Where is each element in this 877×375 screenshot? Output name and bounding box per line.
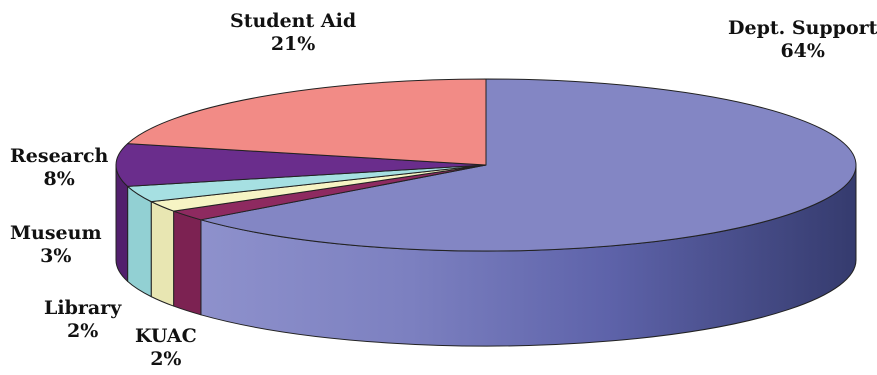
slice-label-dept-support: Dept. Support 64% bbox=[728, 17, 877, 63]
slice-name: Research bbox=[10, 145, 109, 167]
slice-name: KUAC bbox=[135, 325, 197, 347]
pie-side-kuac bbox=[173, 210, 202, 316]
pie-side-library bbox=[150, 201, 175, 307]
slice-label-museum: Museum 3% bbox=[10, 222, 102, 268]
slice-percent: 8% bbox=[43, 168, 75, 190]
slice-label-library: Library 2% bbox=[44, 297, 121, 343]
slice-percent: 3% bbox=[40, 245, 72, 267]
slice-percent: 2% bbox=[150, 348, 182, 370]
slice-name: Museum bbox=[10, 222, 102, 244]
slice-name: Dept. Support bbox=[728, 17, 877, 39]
slice-label-research: Research 8% bbox=[10, 145, 108, 191]
pie-top-faces bbox=[115, 78, 857, 252]
slice-name: Library bbox=[44, 297, 122, 319]
pie-slice-student-aid bbox=[127, 78, 487, 166]
pie-sides bbox=[115, 164, 857, 347]
pie-slice-dept-support bbox=[200, 78, 857, 252]
slice-percent: 2% bbox=[66, 320, 99, 342]
slice-percent: 64% bbox=[780, 40, 825, 62]
slice-percent: 21% bbox=[270, 33, 316, 55]
slice-label-student-aid: Student Aid 21% bbox=[230, 10, 356, 56]
pie-side-museum bbox=[127, 185, 152, 298]
pie-slice-research bbox=[115, 143, 487, 187]
slice-name: Student Aid bbox=[230, 10, 357, 32]
slice-label-kuac: KUAC 2% bbox=[135, 325, 197, 371]
